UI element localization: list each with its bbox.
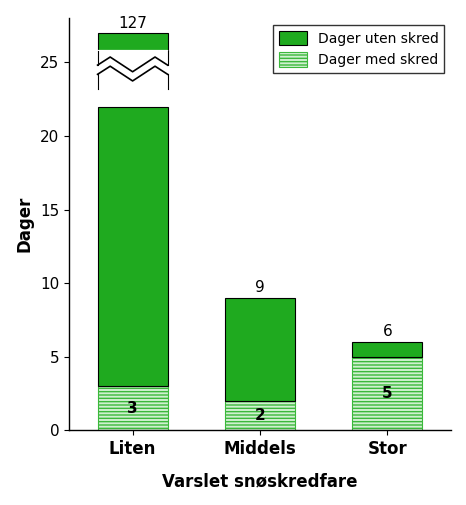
Bar: [352, 357, 422, 430]
Text: 9: 9: [255, 280, 265, 295]
Bar: [352, 342, 422, 357]
Text: 3: 3: [127, 401, 138, 416]
Polygon shape: [97, 50, 168, 72]
Text: 5: 5: [382, 386, 393, 401]
Bar: [225, 401, 295, 430]
Y-axis label: Dager: Dager: [15, 196, 33, 252]
Bar: [97, 107, 168, 386]
Polygon shape: [97, 57, 168, 81]
Bar: [225, 298, 295, 401]
Legend: Dager uten skred, Dager med skred: Dager uten skred, Dager med skred: [273, 25, 444, 73]
Bar: [97, 386, 168, 430]
Bar: [97, 50, 168, 89]
Text: 2: 2: [254, 408, 265, 423]
Text: 6: 6: [383, 324, 392, 339]
Polygon shape: [97, 66, 168, 89]
Bar: [97, 33, 168, 50]
Text: 127: 127: [118, 16, 147, 31]
X-axis label: Varslet snøskredfare: Varslet snøskredfare: [162, 472, 358, 490]
